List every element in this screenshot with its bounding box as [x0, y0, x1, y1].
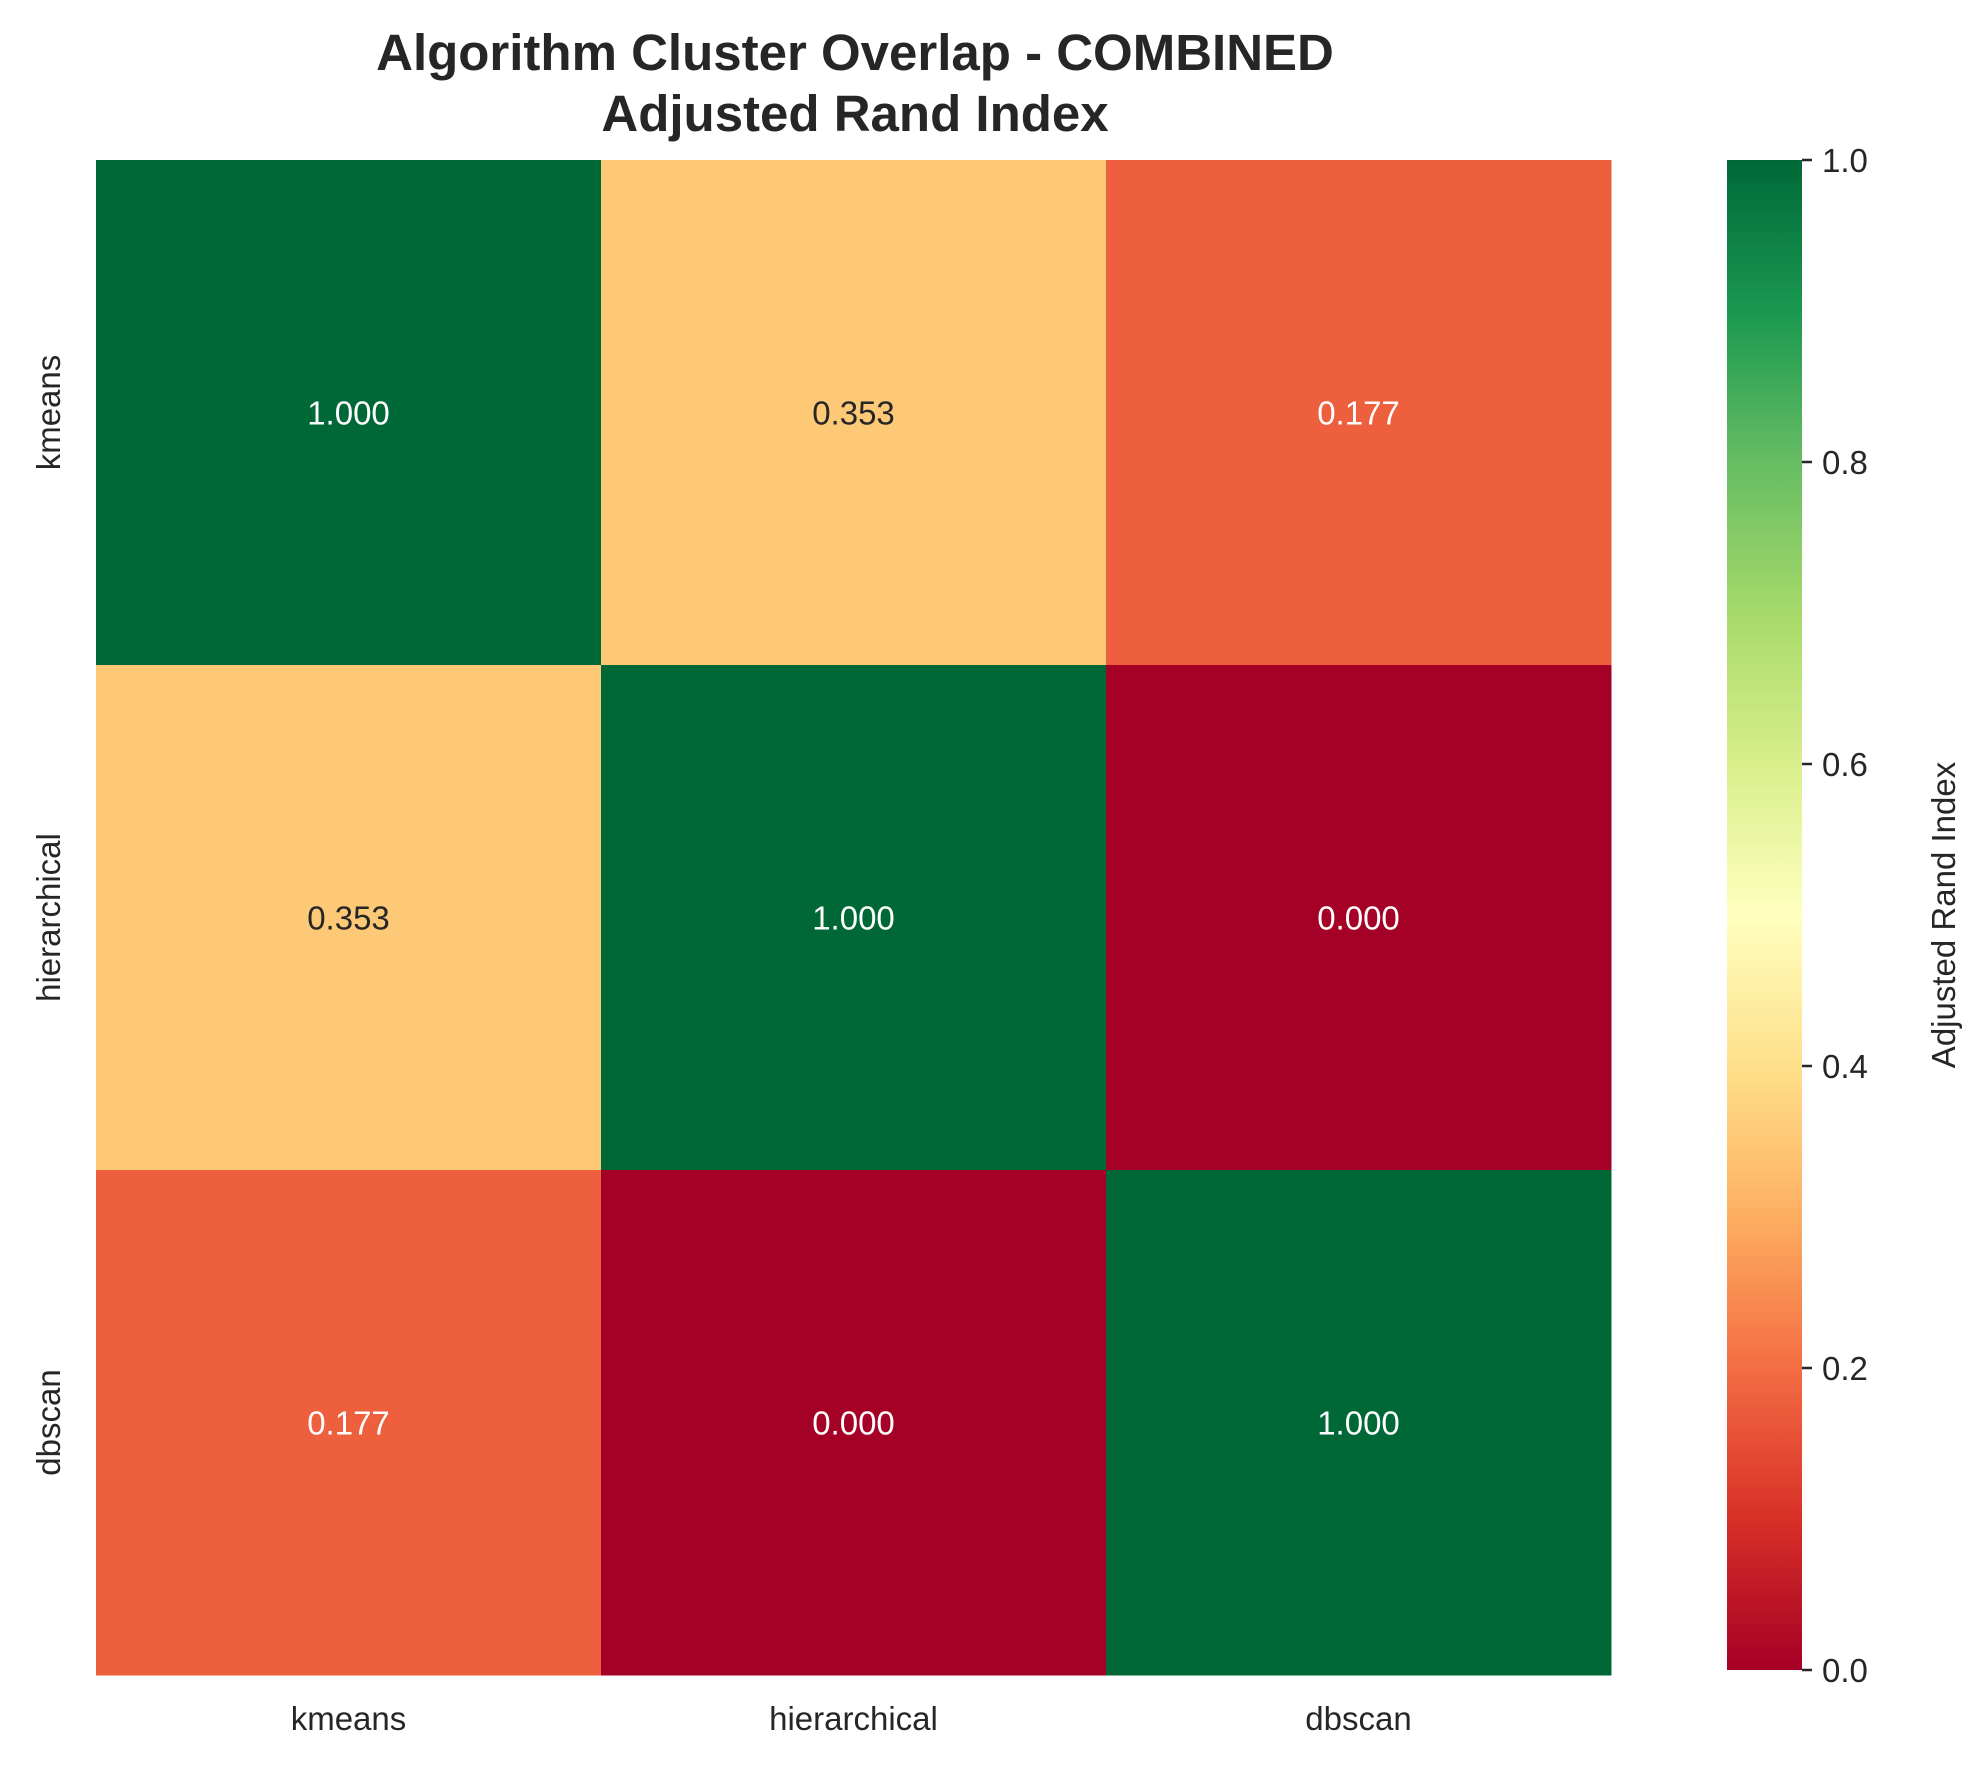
- heatmap-cell-dbscan-kmeans: [96, 1170, 602, 1676]
- colorbar-label: Adjusted Rand Index: [1925, 761, 1962, 1068]
- heatmap-cell-kmeans-dbscan: [1106, 160, 1612, 666]
- cell-value-label: 0.177: [307, 1405, 390, 1442]
- colorbar-tick-label: 0.8: [1822, 444, 1868, 481]
- heatmap-cells: 1.000 0.353 0.177 0.353 1.000 0.000 0.177 0.000…: [96, 160, 1612, 1676]
- colorbar-tick-label: 0.4: [1822, 1048, 1868, 1085]
- x-axis-ticks: kmeans hierarchical dbscan: [291, 1700, 1412, 1737]
- colorbar-tick-label: 0.6: [1822, 746, 1868, 783]
- y-axis-ticks: kmeans hierarchical dbscan: [30, 355, 67, 1476]
- heatmap-cell-kmeans-hierarchical: [601, 160, 1107, 666]
- heatmap-cell-dbscan-dbscan: [1106, 1170, 1612, 1676]
- cell-value-label: 1.000: [307, 395, 390, 432]
- heatmap-cell-dbscan-hierarchical: [601, 1170, 1107, 1676]
- heatmap-cell-hierarchical-kmeans: [96, 665, 602, 1171]
- y-tick-label-kmeans: kmeans: [30, 355, 67, 471]
- colorbar-ticks: 0.0 0.2 0.4 0.6 0.8 1.0: [1802, 142, 1868, 1689]
- x-tick-label-dbscan: dbscan: [1305, 1700, 1411, 1737]
- y-tick-label-hierarchical: hierarchical: [30, 833, 67, 1002]
- heatmap-cell-kmeans-kmeans: [96, 160, 602, 666]
- y-tick-label-dbscan: dbscan: [30, 1369, 67, 1475]
- cell-value-label: 1.000: [812, 900, 895, 937]
- heatmap-cell-hierarchical-hierarchical: [601, 665, 1107, 1171]
- chart-subtitle: Adjusted Rand Index: [601, 85, 1108, 142]
- colorbar-tick-label: 0.2: [1822, 1350, 1868, 1387]
- cell-value-label: 1.000: [1317, 1405, 1400, 1442]
- heatmap-cell-hierarchical-dbscan: [1106, 665, 1612, 1171]
- colorbar-tick-label: 0.0: [1822, 1652, 1868, 1689]
- chart-title: Algorithm Cluster Overlap - COMBINED: [376, 24, 1334, 81]
- cell-value-label: 0.000: [1317, 900, 1400, 937]
- cell-value-label: 0.353: [812, 395, 895, 432]
- cell-value-label: 0.177: [1317, 395, 1400, 432]
- cell-value-label: 0.000: [812, 1405, 895, 1442]
- x-tick-label-kmeans: kmeans: [291, 1700, 407, 1737]
- cell-value-label: 0.353: [307, 900, 390, 937]
- x-tick-label-hierarchical: hierarchical: [769, 1700, 938, 1737]
- colorbar-tick-label: 1.0: [1822, 142, 1868, 179]
- colorbar: [1727, 160, 1802, 1670]
